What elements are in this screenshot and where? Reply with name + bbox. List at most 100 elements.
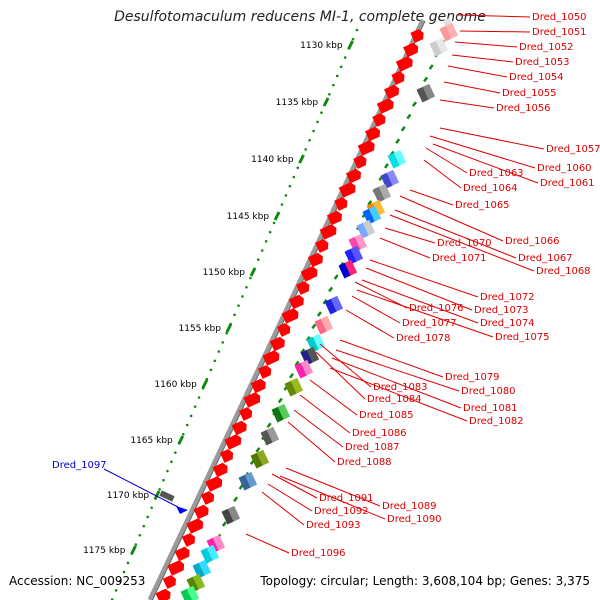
ruler-dot bbox=[288, 184, 292, 188]
gene-arrow bbox=[372, 113, 386, 127]
ruler-dot bbox=[193, 405, 197, 408]
gc-dash bbox=[406, 113, 412, 120]
gene-label: Dred_1066 bbox=[505, 236, 560, 247]
ruler-label: 1130 kbp bbox=[300, 41, 343, 51]
label-leader-line bbox=[339, 339, 444, 378]
gene-label: Dred_1079 bbox=[445, 372, 500, 383]
gc-dash bbox=[277, 397, 283, 404]
gene-label: Dred_1053 bbox=[515, 57, 570, 68]
highlight-gene-label: Dred_1097 bbox=[52, 460, 107, 471]
gene-label: Dred_1052 bbox=[519, 42, 574, 53]
ruler-tick bbox=[130, 545, 137, 555]
ruler-dot bbox=[332, 83, 335, 87]
gene-label: Dred_1057 bbox=[546, 144, 600, 155]
gene-arrow bbox=[391, 71, 405, 85]
feature-box bbox=[260, 426, 280, 446]
gene-arrow bbox=[174, 546, 190, 562]
gene-label: Dred_1093 bbox=[306, 520, 361, 531]
gene-label: Dred_1084 bbox=[367, 394, 422, 405]
label-leader-line bbox=[309, 379, 358, 416]
gene-label: Dred_1070 bbox=[437, 238, 492, 249]
gc-dash bbox=[400, 126, 406, 132]
feature-box bbox=[192, 559, 212, 579]
ruler-tick bbox=[298, 154, 305, 164]
feature-box bbox=[271, 403, 291, 423]
ruler-dot bbox=[181, 432, 185, 436]
ruler-dot bbox=[296, 166, 300, 170]
gene-label: Dred_1077 bbox=[402, 318, 457, 329]
ruler-tick bbox=[177, 435, 185, 445]
feature-box bbox=[284, 377, 304, 397]
ruler-tick bbox=[273, 211, 281, 221]
gc-dash bbox=[294, 360, 300, 367]
gene-arrow bbox=[269, 336, 285, 352]
label-leader-line bbox=[379, 237, 431, 259]
accession-text: Accession: NC_009253 bbox=[9, 574, 146, 588]
ruler-dot bbox=[217, 350, 221, 353]
gene-arrow bbox=[376, 98, 394, 114]
label-leader-line bbox=[315, 351, 366, 400]
ruler-label: 1170 kbp bbox=[107, 491, 150, 501]
ruler-dot bbox=[138, 534, 142, 537]
gene-label: Dred_1055 bbox=[502, 88, 557, 99]
gene-arrow bbox=[238, 407, 253, 421]
ruler-dot bbox=[284, 194, 288, 197]
ruler-label: 1150 kbp bbox=[203, 268, 246, 278]
gene-label: Dred_1056 bbox=[496, 103, 551, 114]
ruler-dot bbox=[197, 396, 201, 399]
gene-arrow bbox=[296, 281, 310, 295]
gene-label: Dred_1083 bbox=[373, 382, 428, 393]
gene-label: Dred_1090 bbox=[387, 514, 442, 525]
label-leader-line bbox=[454, 41, 518, 48]
feature-box bbox=[238, 471, 258, 491]
label-leader-line bbox=[389, 214, 535, 272]
gene-arrow bbox=[353, 155, 367, 169]
gene-arrow bbox=[162, 575, 176, 589]
feature-box bbox=[429, 37, 449, 57]
gene-arrow bbox=[403, 42, 419, 58]
label-leader-line bbox=[329, 367, 468, 422]
feature-box bbox=[324, 295, 344, 315]
ruler-dot bbox=[355, 28, 359, 32]
gene-label: Dred_1086 bbox=[352, 428, 407, 439]
ruler-dot bbox=[189, 414, 193, 418]
ruler-dot bbox=[335, 74, 339, 78]
ruler-dot bbox=[213, 359, 217, 363]
gene-arrow bbox=[167, 560, 185, 576]
gc-dash bbox=[311, 323, 317, 330]
gc-dash bbox=[367, 200, 373, 206]
feature-box bbox=[344, 245, 364, 265]
gene-label: Dred_1068 bbox=[536, 266, 591, 277]
ruler-tick bbox=[249, 267, 257, 277]
ruler-dot bbox=[158, 488, 161, 491]
ruler-label: 1165 kbp bbox=[130, 436, 173, 446]
gene-label: Dred_1096 bbox=[291, 548, 346, 559]
highlight-leader-line bbox=[103, 468, 179, 508]
label-leader-line bbox=[457, 14, 531, 18]
feature-box bbox=[439, 22, 459, 42]
label-leader-line bbox=[429, 135, 536, 169]
label-leader-line bbox=[335, 349, 460, 392]
label-leader-line bbox=[447, 65, 508, 78]
gene-arrow bbox=[224, 434, 242, 450]
position-ruler bbox=[110, 28, 359, 600]
gene-arrow bbox=[250, 378, 266, 394]
feature-box bbox=[356, 219, 376, 239]
gene-arrow bbox=[219, 449, 234, 463]
ruler-dot bbox=[316, 120, 319, 124]
gene-arrow bbox=[186, 518, 204, 534]
gene-label: Dred_1087 bbox=[345, 442, 400, 453]
ruler-tick bbox=[153, 490, 161, 500]
ruler-tick bbox=[322, 97, 330, 107]
gene-arrow bbox=[243, 392, 261, 408]
label-leader-line bbox=[287, 421, 336, 463]
gene-label: Dred_1075 bbox=[495, 332, 550, 343]
label-leader-line bbox=[451, 54, 514, 63]
ruler-dot bbox=[237, 304, 240, 307]
gene-label: Dred_1080 bbox=[461, 386, 516, 397]
gene-arrow bbox=[326, 210, 342, 226]
label-leader-line bbox=[261, 491, 305, 526]
ruler-dot bbox=[320, 111, 323, 114]
ruler-dot bbox=[351, 37, 355, 41]
